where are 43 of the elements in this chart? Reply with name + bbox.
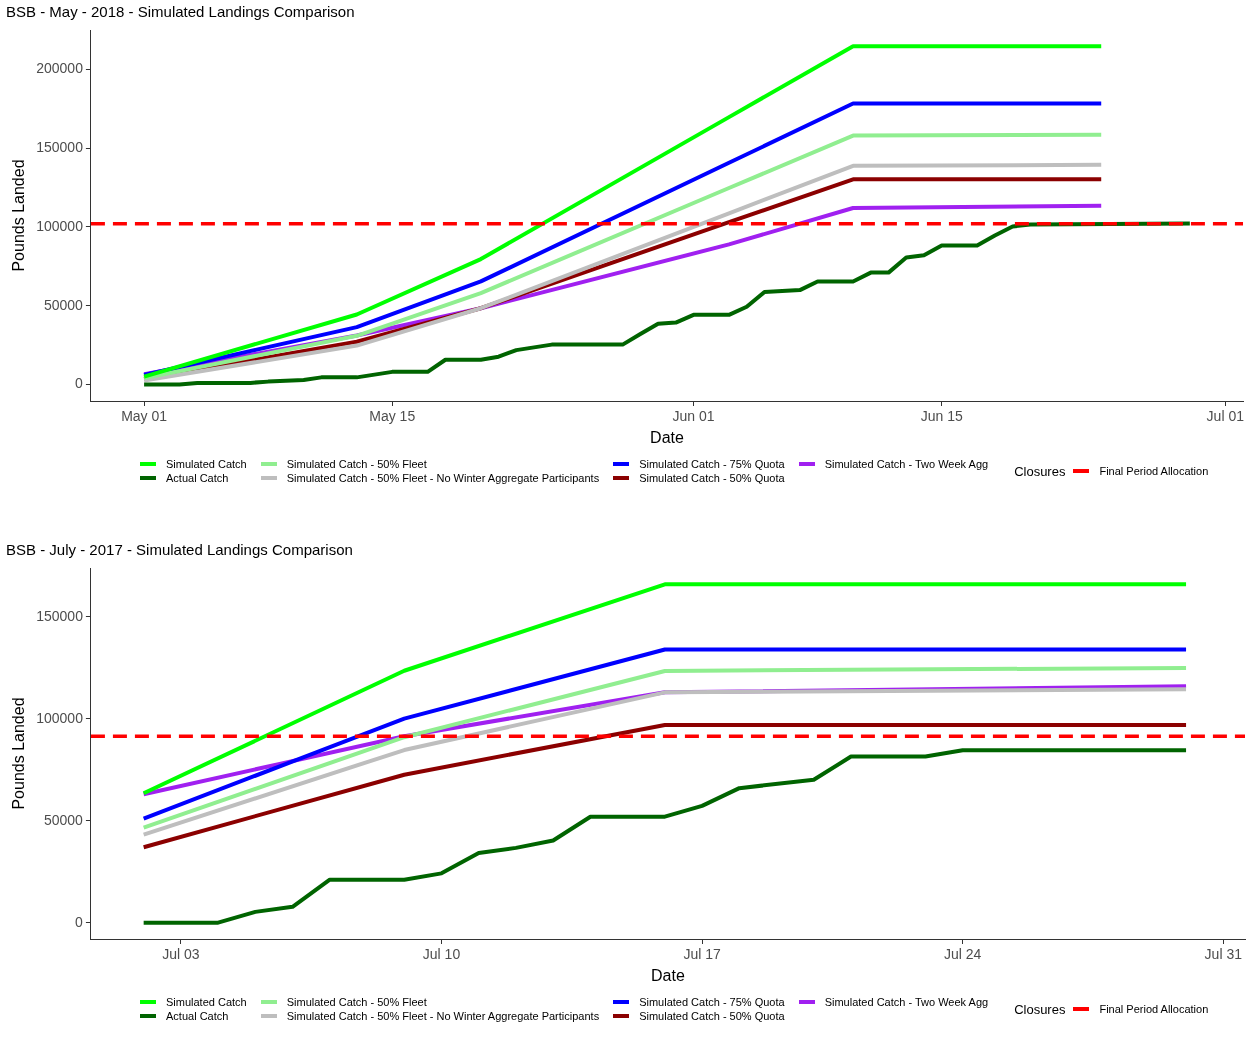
legend-label: Simulated Catch [166, 458, 247, 470]
x-tick-label: Jul 01 [1206, 408, 1245, 425]
chart-title: BSB - May - 2018 - Simulated Landings Comparison [6, 3, 355, 21]
x-tick-label: Jul 10 [422, 946, 461, 963]
chart-title: BSB - July - 2017 - Simulated Landings Comparison [6, 541, 353, 559]
legend-label: Actual Catch [166, 472, 229, 484]
y-tick-label: 0 [75, 913, 84, 930]
legend-label: Actual Catch [166, 1010, 229, 1022]
legend-label: Simulated Catch - Two Week Agg [824, 996, 989, 1008]
y-tick-label: 150000 [36, 139, 84, 156]
x-tick-label: May 15 [369, 408, 416, 425]
legend-label: Simulated Catch - 50% Fleet [286, 996, 427, 1008]
x-tick-label: Jul 24 [944, 946, 982, 963]
y-tick-label: 200000 [36, 60, 84, 77]
legend-label: Simulated Catch [166, 996, 247, 1008]
x-tick-label: Jul 03 [162, 946, 200, 963]
y-tick-label: 100000 [36, 217, 84, 234]
x-tick-label: May 01 [121, 408, 168, 425]
legend-label: Simulated Catch - 50% Quota [639, 1010, 785, 1022]
x-tick-label: Jun 15 [920, 408, 963, 425]
x-tick-label: Jul 17 [683, 946, 721, 963]
y-tick-label: 0 [75, 375, 84, 392]
y-axis-title: Pounds Landed [10, 159, 28, 272]
legend-label: Simulated Catch - 75% Quota [639, 458, 785, 470]
legend-label: Simulated Catch - 75% Quota [639, 996, 785, 1008]
y-axis-title: Pounds Landed [10, 697, 28, 810]
y-tick-label: 100000 [36, 709, 84, 726]
legend-label: Final Period Allocation [1099, 1003, 1209, 1015]
legend-label: Simulated Catch - Two Week Agg [824, 458, 989, 470]
legend-label: Simulated Catch - 50% Fleet [286, 458, 427, 470]
y-tick-label: 50000 [43, 811, 84, 828]
legend-label: Simulated Catch - 50% Fleet - No Winter Aggregate Participants [286, 472, 600, 484]
legend-title: Closures [1014, 463, 1066, 479]
x-tick-label: Jul 31 [1204, 946, 1243, 963]
legend-label: Simulated Catch - 50% Quota [639, 472, 785, 484]
y-tick-label: 50000 [43, 296, 84, 313]
legend-label: Simulated Catch - 50% Fleet - No Winter Aggregate Participants [286, 1010, 600, 1022]
x-axis-title: Date [650, 428, 684, 446]
legend-title: Closures [1014, 1001, 1066, 1017]
x-axis-title: Date [651, 966, 685, 984]
y-tick-label: 150000 [36, 607, 84, 624]
x-tick-label: Jun 01 [672, 408, 715, 425]
legend-label: Final Period Allocation [1099, 465, 1209, 477]
